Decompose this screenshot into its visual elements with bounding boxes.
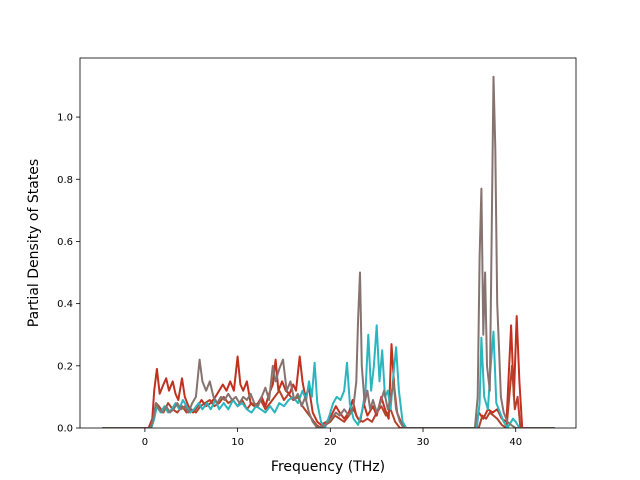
pdos-series-line-3 xyxy=(102,324,555,428)
y-tick-label: 0.2 xyxy=(57,361,73,372)
x-tick-label: 20 xyxy=(324,437,337,448)
pdos-series-line-4 xyxy=(102,75,555,428)
x-tick-label: 0 xyxy=(142,437,148,448)
plot-frame xyxy=(79,57,577,429)
x-axis-ticks: 0 10 20 30 40 xyxy=(142,428,522,448)
y-axis-title: Partial Density of States xyxy=(26,159,42,327)
y-tick-label: 0.0 xyxy=(57,424,73,435)
x-tick-label: 30 xyxy=(417,437,430,448)
series-layer xyxy=(102,75,555,428)
y-axis-ticks: 0.0 0.2 0.4 0.6 0.8 1.0 xyxy=(57,113,80,435)
y-tick-label: 0.6 xyxy=(57,237,73,248)
y-tick-label: 0.8 xyxy=(57,175,73,186)
y-tick-label: 0.4 xyxy=(57,299,73,310)
x-axis-title: Frequency (THz) xyxy=(271,459,385,475)
y-tick-label: 1.0 xyxy=(57,113,73,124)
x-tick-label: 40 xyxy=(509,437,522,448)
plot-area xyxy=(80,58,576,428)
x-tick-label: 10 xyxy=(231,437,244,448)
